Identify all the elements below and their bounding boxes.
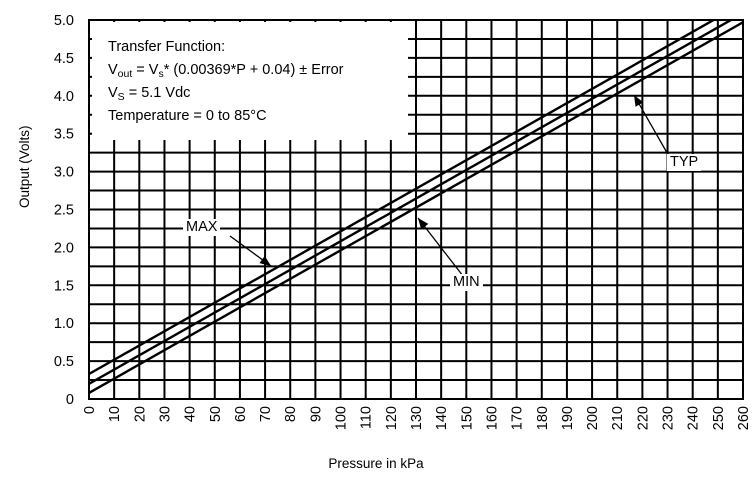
y-tick-label: 2.0 <box>54 240 74 256</box>
supply-value: = 5.1 Vdc <box>124 85 191 101</box>
typ-arrow <box>633 94 671 159</box>
x-tick-label: 260 <box>736 406 752 430</box>
x-tick-label: 250 <box>711 406 727 430</box>
vout-subscript: out <box>117 68 133 80</box>
x-tick-label: 180 <box>535 406 551 430</box>
y-axis-label: Output (Volts) <box>17 125 32 208</box>
plot-frame <box>88 19 744 400</box>
x-tick-label: 140 <box>434 406 450 430</box>
typ-label: TYP <box>667 154 702 171</box>
series-line-min <box>89 21 743 394</box>
x-tick-label: 90 <box>308 406 324 422</box>
x-tick-label: 190 <box>560 406 576 430</box>
x-tick-label: 50 <box>208 406 224 422</box>
x-tick-label: 240 <box>686 406 702 430</box>
vs-subscript: s <box>158 68 164 80</box>
x-axis-label: Pressure in kPa <box>328 456 424 471</box>
min-label: MIN <box>450 274 483 291</box>
x-tick-label: 10 <box>107 406 123 422</box>
x-tick-label: 20 <box>132 406 148 422</box>
y-tick-label: 4.0 <box>54 89 74 105</box>
max-arrow-head <box>259 255 271 266</box>
y-tick-label: 3.5 <box>54 127 74 143</box>
y-tick-label: 1.0 <box>54 316 74 332</box>
formula-rest: * (0.00369*P + 0.04) ± Error <box>163 62 344 78</box>
transfer-function-title: Transfer Function: <box>108 39 226 55</box>
supply-voltage: VS = 5.1 Vdc <box>108 82 408 105</box>
supply-symbol: V <box>108 85 118 101</box>
y-tick-label: 0 <box>66 392 74 408</box>
vs-symbol: = V <box>132 62 159 78</box>
x-tick-label: 130 <box>409 406 425 430</box>
x-tick-label: 100 <box>334 406 350 430</box>
x-tick-label: 220 <box>635 406 651 430</box>
vout-symbol: V <box>108 62 118 78</box>
series-line-typ <box>89 20 734 385</box>
transfer-function-formula: Vout = Vs* (0.00369*P + 0.04) ± Error <box>108 59 408 82</box>
min-arrow-head <box>418 218 429 230</box>
x-tick-label: 200 <box>585 406 601 430</box>
x-tick-label: 30 <box>157 406 173 422</box>
series-lines <box>89 20 743 394</box>
x-tick-label: 60 <box>233 406 249 422</box>
typ-arrow-head <box>634 95 644 107</box>
x-tick-label: 150 <box>459 406 475 430</box>
x-tick-label: 160 <box>484 406 500 430</box>
x-tick-label: 120 <box>384 406 400 430</box>
y-tick-labels: 0 0.5 1.0 1.5 2.0 2.5 3.0 3.5 4.0 4.5 5.0 <box>54 13 74 408</box>
max-label: MAX <box>183 219 221 236</box>
x-tick-label: 210 <box>610 406 626 430</box>
y-tick-label: 4.5 <box>54 51 74 67</box>
y-tick-label: 3.0 <box>54 165 74 181</box>
annotation-arrows <box>229 94 671 277</box>
x-tick-label: 80 <box>283 406 299 422</box>
x-tick-label: 70 <box>258 406 274 422</box>
series-line-max <box>89 20 717 376</box>
x-tick-label: 230 <box>661 406 677 430</box>
x-tick-label: 40 <box>183 406 199 422</box>
y-tick-label: 1.5 <box>54 278 74 294</box>
x-tick-label: 110 <box>359 406 375 429</box>
supply-subscript: S <box>117 91 125 103</box>
x-tick-label: 170 <box>510 406 526 430</box>
transfer-function-box: Transfer Function: Vout = Vs* (0.00369*P… <box>92 22 408 140</box>
x-tick-label: 0 <box>82 406 98 414</box>
temperature-range: Temperature = 0 to 85°C <box>108 108 267 124</box>
min-arrow <box>417 217 464 277</box>
y-tick-label: 5.0 <box>54 13 74 29</box>
x-tick-labels: 0 10 20 30 40 50 60 70 80 90 100 110 120 130 140 150 160… <box>82 406 752 430</box>
y-tick-label: 2.5 <box>54 203 74 219</box>
y-tick-label: 0.5 <box>54 354 74 370</box>
